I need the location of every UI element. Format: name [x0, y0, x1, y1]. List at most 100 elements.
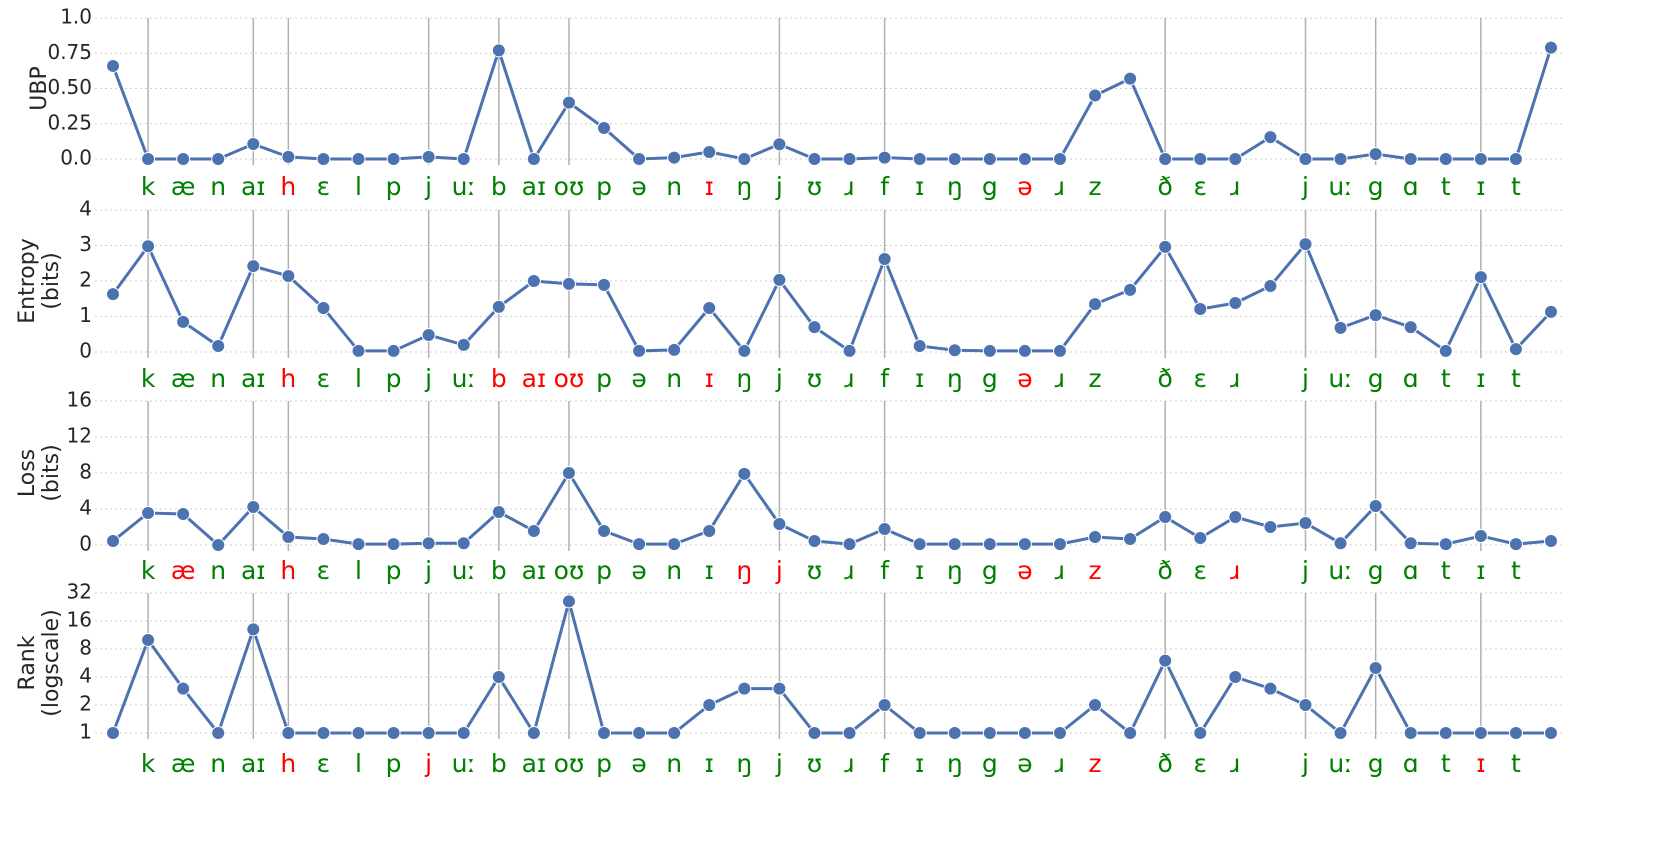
phoneme-label: j — [424, 556, 432, 585]
point — [702, 144, 717, 159]
point — [1298, 152, 1313, 166]
point — [1158, 239, 1173, 254]
phoneme-label: ɑ — [1403, 749, 1419, 778]
phoneme-label: t — [1511, 364, 1521, 393]
point — [1052, 343, 1067, 358]
point — [281, 529, 296, 544]
point — [316, 531, 331, 546]
phoneme-label: b — [491, 172, 507, 201]
phoneme-label: ʊ — [807, 749, 822, 778]
point — [316, 300, 331, 315]
phoneme-label: ʊ — [807, 172, 822, 201]
phoneme-label: f — [880, 749, 890, 778]
y-axis-label: Rank — [15, 635, 40, 690]
point — [176, 314, 191, 329]
point — [1017, 537, 1032, 552]
phoneme-label: æ — [171, 749, 196, 778]
point — [1123, 71, 1138, 86]
point — [561, 276, 576, 291]
point — [982, 537, 997, 552]
phoneme-label: n — [210, 172, 226, 201]
point — [141, 152, 156, 166]
point — [877, 150, 892, 165]
phoneme-label: ɹ — [1230, 749, 1240, 778]
y-tick-label: 2 — [79, 268, 92, 292]
point — [526, 152, 541, 166]
point — [176, 681, 191, 696]
point — [1368, 147, 1383, 162]
point — [597, 523, 612, 538]
point — [667, 726, 682, 740]
y-axis-label: (logscale) — [39, 609, 64, 716]
phoneme-label: ɛ — [1194, 749, 1208, 778]
phoneme-label: ɪ — [915, 556, 924, 585]
point — [912, 726, 927, 740]
point — [106, 58, 120, 73]
y-tick-label: 12 — [67, 424, 92, 448]
point — [772, 272, 787, 287]
phoneme-label: aɪ — [241, 556, 266, 585]
point — [1088, 698, 1103, 712]
point — [491, 504, 506, 519]
point — [561, 466, 576, 480]
phoneme-label: ɑ — [1403, 364, 1419, 393]
point — [737, 343, 752, 358]
point — [1298, 237, 1313, 252]
phoneme-label: ɪ — [915, 172, 924, 201]
point — [526, 726, 541, 740]
point — [1298, 516, 1313, 531]
point — [106, 534, 120, 549]
phoneme-label: oʊ — [554, 364, 585, 393]
point — [456, 337, 471, 352]
phoneme-label: oʊ — [554, 172, 585, 201]
phoneme-label: k — [141, 556, 156, 585]
point — [1158, 653, 1173, 668]
phoneme-label: ɪ — [915, 364, 924, 393]
phoneme-label: ɹ — [1230, 364, 1240, 393]
point — [351, 152, 366, 166]
point — [491, 299, 506, 314]
phoneme-label: f — [880, 172, 890, 201]
phoneme-label: h — [280, 556, 296, 585]
point — [176, 507, 191, 522]
phoneme-label: g — [982, 364, 998, 393]
phoneme-label: ɪ — [705, 749, 714, 778]
phoneme-label: oʊ — [554, 556, 585, 585]
point — [316, 152, 331, 166]
phoneme-label: z — [1088, 556, 1101, 585]
point — [456, 726, 471, 740]
phoneme-label: aɪ — [241, 172, 266, 201]
y-axis-label: UBP — [27, 66, 52, 110]
point — [982, 343, 997, 358]
point — [421, 327, 436, 342]
point — [1017, 726, 1032, 740]
point — [561, 594, 576, 609]
phoneme-label: t — [1441, 172, 1451, 201]
phoneme-label: n — [210, 556, 226, 585]
point — [1088, 529, 1103, 544]
point — [211, 152, 226, 166]
phoneme-label: n — [666, 364, 682, 393]
y-tick-label: 0 — [79, 339, 92, 363]
phoneme-label: aɪ — [522, 556, 547, 585]
point — [667, 342, 682, 357]
point — [1298, 698, 1313, 712]
phoneme-label: t — [1441, 556, 1451, 585]
phoneme-label: ɛ — [1194, 364, 1208, 393]
point — [1123, 531, 1138, 546]
y-tick-label: 32 — [67, 580, 92, 604]
point — [491, 670, 506, 684]
phoneme-label: ə — [1017, 172, 1032, 201]
phoneme-label: f — [880, 556, 890, 585]
phoneme-label: ɹ — [1055, 364, 1065, 393]
phoneme-label: g — [982, 556, 998, 585]
phoneme-label: ɹ — [1230, 556, 1240, 585]
phoneme-label: g — [982, 749, 998, 778]
phoneme-label: ɹ — [1055, 172, 1065, 201]
point — [246, 500, 261, 515]
y-tick-label: 4 — [79, 496, 92, 520]
phoneme-label: ə — [1017, 556, 1032, 585]
point — [877, 521, 892, 536]
phoneme-label: ə — [631, 172, 646, 201]
point — [1403, 320, 1418, 335]
